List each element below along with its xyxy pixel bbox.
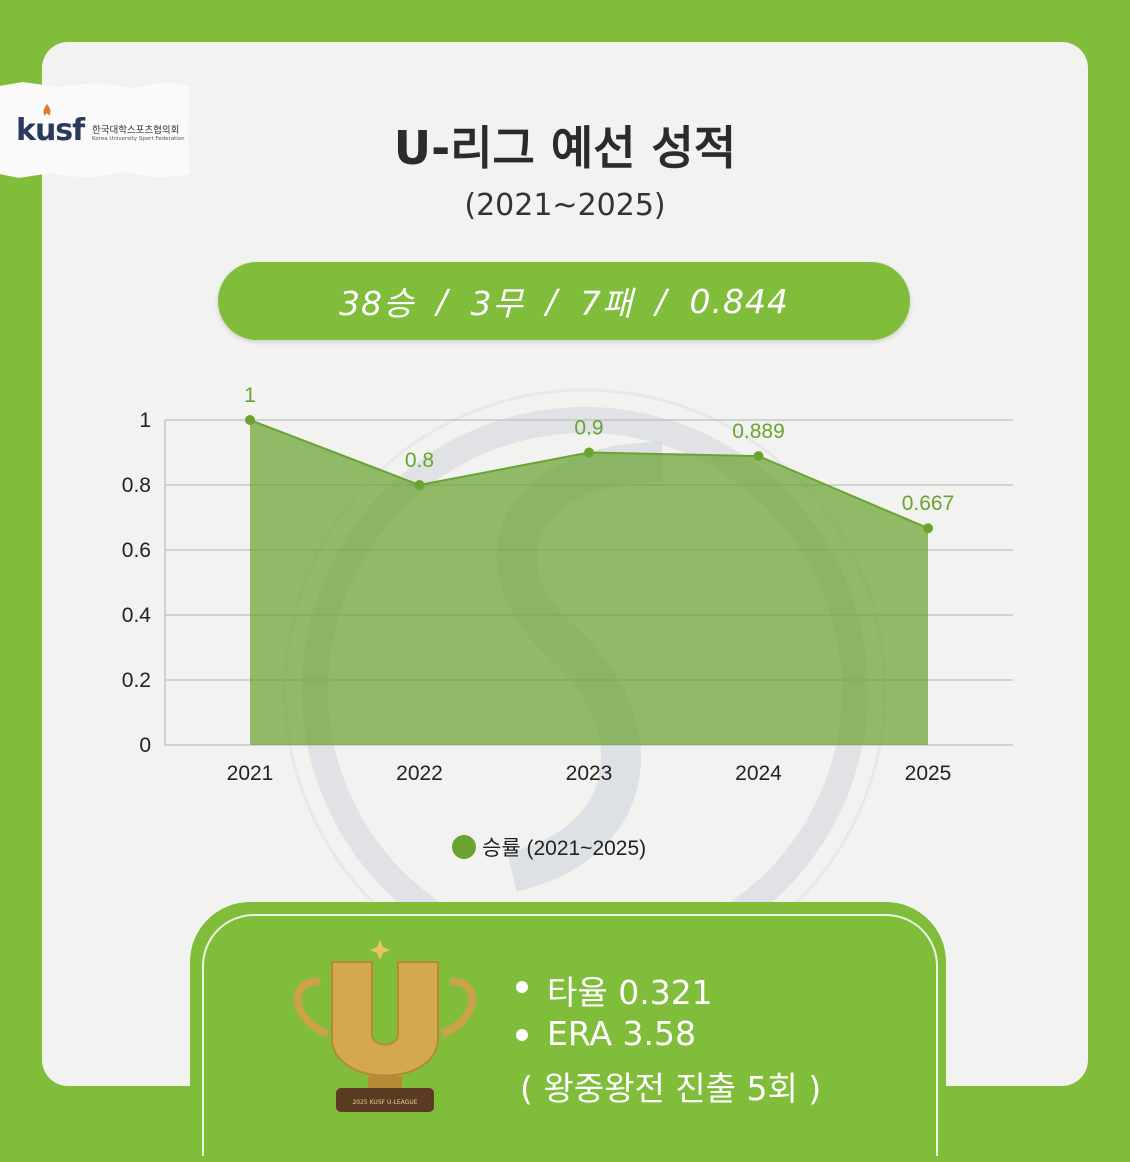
- record-pct: 0.844: [689, 281, 789, 321]
- flame-icon: [43, 104, 51, 116]
- y-tick-label: 0.2: [122, 669, 151, 692]
- logo-korean-name: 한국대학스포츠협의회: [92, 125, 180, 136]
- record-losses: 7패: [580, 284, 634, 323]
- kusf-logo: kusf: [16, 113, 85, 148]
- trophy-icon: 2025 KUSF U-LEAGUE: [293, 940, 477, 1112]
- record-separator: /: [436, 281, 449, 321]
- y-tick-label: 0: [139, 734, 151, 757]
- x-tick-label: 2021: [227, 762, 274, 785]
- record-separator: /: [545, 281, 558, 321]
- data-label: 0.889: [732, 420, 785, 443]
- data-label: 0.8: [405, 449, 434, 472]
- championship-note: ( 왕중왕전 진출 5회 ): [520, 1069, 822, 1108]
- data-point: [584, 447, 594, 458]
- y-tick-label: 0.4: [122, 604, 152, 627]
- logo-strip: [0, 82, 190, 178]
- chart-legend: 승률 (2021~2025): [452, 832, 646, 862]
- record-draws: 3무: [470, 284, 524, 323]
- bullet-icon: [516, 1029, 528, 1041]
- win-rate-chart: 0 0.2 0.4 0.6 0.8 1 1 0.8 0.9 0.889 0.667 2021 2022 2…: [122, 384, 1013, 785]
- data-point: [923, 523, 933, 534]
- record-separator: /: [655, 281, 668, 321]
- trophy-plate: 2025 KUSF U-LEAGUE: [352, 1099, 417, 1106]
- data-label: 0.667: [902, 492, 955, 515]
- series-area: [250, 420, 928, 745]
- stats-panel-border: [202, 914, 938, 1156]
- record-banner: 38승 / 3무 / 7패 / 0.844: [218, 262, 910, 340]
- data-label: 1: [244, 384, 256, 407]
- data-point: [414, 480, 425, 490]
- data-point: [245, 415, 255, 425]
- x-tick-label: 2022: [396, 762, 443, 785]
- x-tick-label: 2023: [566, 762, 613, 785]
- page-subtitle: (2021~2025): [464, 188, 666, 223]
- x-tick-label: 2025: [905, 762, 952, 785]
- data-point: [753, 451, 764, 462]
- y-tick-label: 1: [139, 409, 151, 432]
- y-tick-label: 0.6: [122, 539, 151, 562]
- legend-label: 승률 (2021~2025): [482, 837, 647, 860]
- batting-average: 타율 0.321: [547, 973, 713, 1012]
- logo-english-name: Korea University Sport Federation: [92, 136, 185, 142]
- record-wins: 38승: [339, 284, 415, 323]
- y-tick-label: 0.8: [122, 474, 151, 497]
- era-stat: ERA 3.58: [547, 1014, 696, 1053]
- x-tick-label: 2024: [735, 762, 782, 785]
- bullet-icon: [516, 981, 528, 993]
- data-label: 0.9: [574, 417, 603, 440]
- legend-swatch: [452, 835, 476, 859]
- page-title: U-리그 예선 성적: [393, 121, 737, 175]
